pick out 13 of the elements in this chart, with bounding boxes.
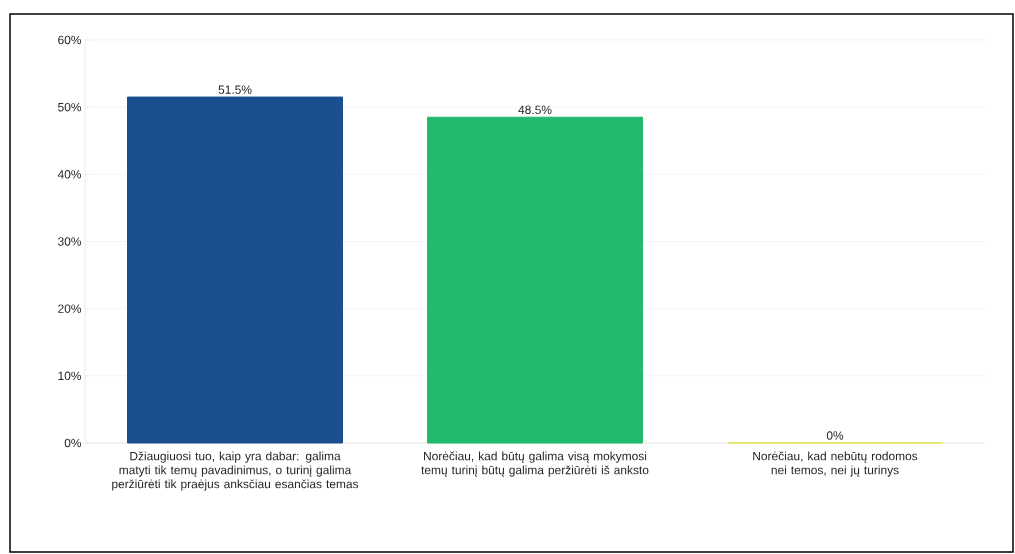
y-tick-label: 10% xyxy=(58,371,82,381)
data-label: 48.5% xyxy=(518,105,552,115)
x-tick-label: Norėčiau, kad būtų galima visą mokymosi temų turinį būtų galima peržiūrėti iš anksto xyxy=(421,451,649,477)
y-tick-label: 0% xyxy=(64,438,82,448)
y-tick-label: 60% xyxy=(58,35,82,45)
data-label: 51.5% xyxy=(218,85,252,94)
x-tick-label: Džiaugiuosi tuo, kaip yra dabar: galima matyti tik temų pavadinimus, o turinį galima peržiūrėti tik praėjus anksčiau esančias temas xyxy=(112,451,359,491)
data-label: 0% xyxy=(826,431,844,440)
y-tick-label: 50% xyxy=(58,102,82,112)
y-tick-label: 30% xyxy=(58,237,82,246)
y-tick-label: 20% xyxy=(58,304,82,313)
x-tick-label: Norėčiau, kad nebūtų rodomos nei temos, nei jų turinys xyxy=(753,451,918,477)
y-tick-label: 40% xyxy=(57,170,82,179)
